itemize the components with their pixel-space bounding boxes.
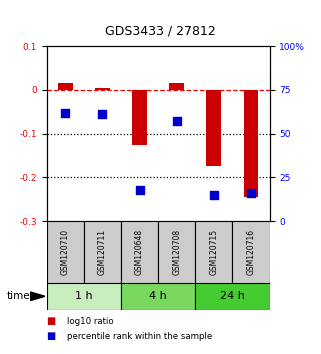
Text: GDS3433 / 27812: GDS3433 / 27812: [105, 24, 216, 37]
Bar: [84, 221, 121, 283]
Point: [100, 112, 105, 117]
Bar: [206, 90, 221, 166]
Text: time: time: [6, 291, 30, 301]
Polygon shape: [30, 292, 45, 301]
Text: GSM120716: GSM120716: [247, 229, 256, 275]
Bar: [95, 88, 110, 90]
Point: [211, 192, 216, 198]
Text: 24 h: 24 h: [220, 291, 245, 302]
Bar: [244, 90, 258, 197]
Text: 4 h: 4 h: [149, 291, 167, 302]
Text: GSM120715: GSM120715: [209, 229, 218, 275]
Text: ■: ■: [47, 316, 56, 326]
Bar: [58, 83, 73, 90]
Bar: [47, 283, 121, 310]
Point: [248, 190, 254, 196]
Text: GSM120708: GSM120708: [172, 229, 181, 275]
Point: [63, 110, 68, 115]
Bar: [232, 221, 270, 283]
Bar: [158, 221, 195, 283]
Point: [174, 119, 179, 124]
Bar: [47, 221, 84, 283]
Text: 1 h: 1 h: [75, 291, 92, 302]
Bar: [121, 221, 158, 283]
Text: GSM120711: GSM120711: [98, 229, 107, 275]
Bar: [121, 283, 195, 310]
Bar: [132, 90, 147, 144]
Text: log10 ratio: log10 ratio: [67, 316, 114, 326]
Text: ■: ■: [47, 331, 56, 341]
Bar: [195, 221, 232, 283]
Text: GSM120648: GSM120648: [135, 229, 144, 275]
Bar: [195, 283, 270, 310]
Text: percentile rank within the sample: percentile rank within the sample: [67, 332, 213, 341]
Text: GSM120710: GSM120710: [61, 229, 70, 275]
Point: [137, 187, 142, 193]
Bar: [169, 83, 184, 90]
